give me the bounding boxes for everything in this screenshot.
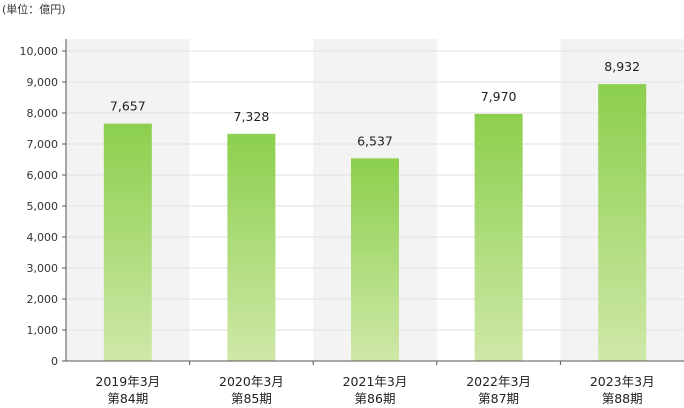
bar-value-label: 7,970 — [481, 89, 517, 104]
unit-label: (単位：億円) — [2, 3, 66, 16]
x-category-label: 2023年3月 — [590, 374, 655, 389]
bar — [598, 84, 647, 361]
bar — [227, 133, 276, 361]
bar-value-label: 6,537 — [357, 133, 393, 148]
x-category-label: 2020年3月 — [219, 374, 284, 389]
x-category-label: 2021年3月 — [343, 374, 408, 389]
bar — [351, 158, 399, 361]
y-tick-label: 2,000 — [27, 293, 59, 306]
y-tick-label: 7,000 — [27, 138, 59, 151]
x-category-sublabel: 第85期 — [231, 391, 272, 406]
x-category-sublabel: 第84期 — [107, 391, 148, 406]
bar — [103, 123, 152, 362]
y-tick-label: 9,000 — [27, 76, 59, 89]
bar — [474, 113, 523, 362]
x-category-sublabel: 第87期 — [478, 391, 519, 406]
x-category-sublabel: 第88期 — [602, 391, 643, 406]
y-tick-label: 0 — [51, 355, 58, 368]
y-tick-label: 3,000 — [27, 262, 59, 275]
y-tick-label: 1,000 — [27, 324, 59, 337]
x-category-sublabel: 第86期 — [355, 391, 396, 406]
y-tick-label: 4,000 — [27, 231, 59, 244]
y-tick-label: 5,000 — [27, 200, 59, 213]
y-tick-label: 8,000 — [27, 107, 59, 120]
y-tick-label: 6,000 — [27, 169, 59, 182]
bar-value-label: 8,932 — [604, 59, 640, 74]
x-category-label: 2019年3月 — [95, 374, 160, 389]
bar-value-label: 7,328 — [234, 109, 270, 124]
bar-value-label: 7,657 — [110, 99, 146, 114]
x-category-label: 2022年3月 — [466, 374, 531, 389]
y-tick-label: 10,000 — [20, 45, 59, 58]
